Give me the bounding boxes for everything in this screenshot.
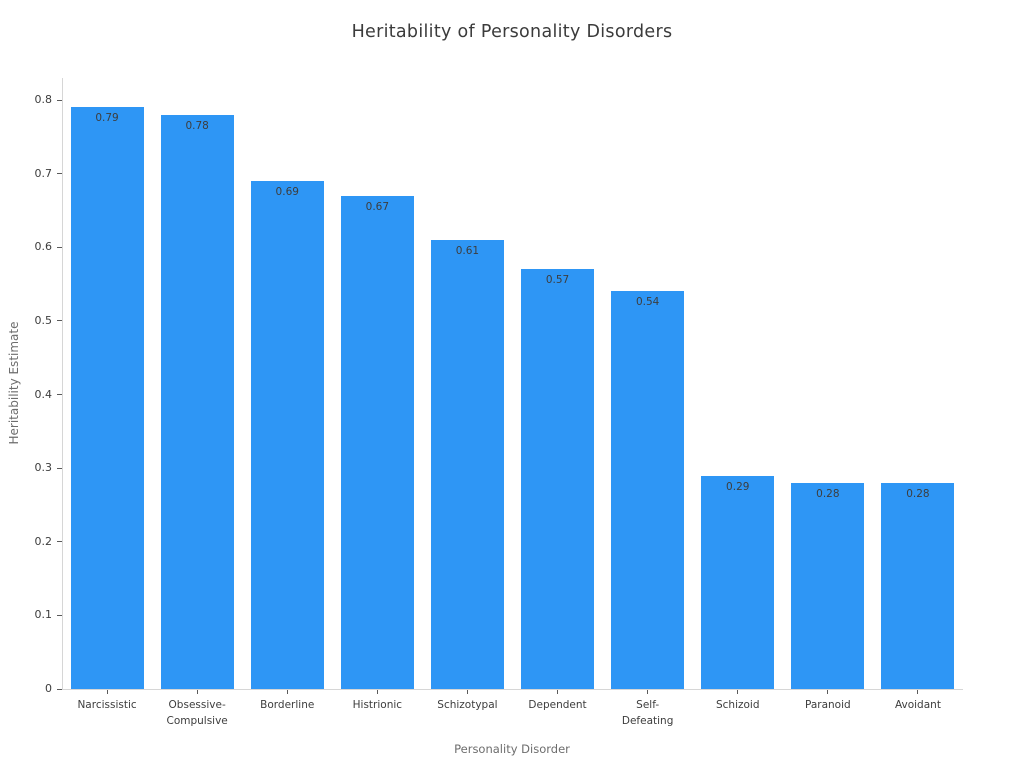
y-tick-mark: [57, 614, 62, 616]
bar-borderline: 0.69: [250, 181, 324, 689]
bar-value-label: 0.61: [455, 244, 480, 257]
y-tick-mark: [57, 467, 62, 469]
x-tick-mark: [466, 690, 468, 694]
y-tick-mark: [57, 320, 62, 322]
y-tick-label: 0.3: [34, 461, 53, 475]
bar-obsessive: 0.78: [160, 114, 234, 689]
y-tick-label: 0.7: [34, 166, 53, 180]
x-tick-label-schizotypal: Schizotypal: [437, 699, 498, 711]
y-tick-mark: [57, 173, 62, 175]
x-tick-label-histrionic: Histrionic: [352, 699, 403, 711]
bar-avoidant: 0.28: [881, 482, 955, 689]
x-tick-mark: [286, 690, 288, 694]
bar-schizoid: 0.29: [701, 475, 775, 689]
x-tick-mark: [106, 690, 108, 694]
x-axis-title: Personality Disorder: [454, 742, 570, 756]
x-tick-mark: [827, 690, 829, 694]
x-tick-mark: [917, 690, 919, 694]
x-tick-label-paranoid: Paranoid: [804, 699, 851, 711]
chart-title: Heritability of Personality Disorders: [351, 22, 673, 42]
y-tick-mark: [57, 394, 62, 396]
bar-narcissistic: 0.79: [70, 107, 144, 689]
x-tick-label-borderline: Borderline: [260, 699, 315, 711]
y-tick-label: 0.6: [34, 240, 53, 254]
x-tick-mark: [557, 690, 559, 694]
bar-value-label: 0.79: [95, 112, 119, 125]
x-tick-label-self: Self- Defeating: [621, 699, 674, 727]
plot-area: 0 0.1 0.2 0.3 0.4 0.5 0.6 0.7 0.8 Narcissistic Ob…: [35, 78, 963, 727]
y-tick-mark: [57, 99, 62, 101]
y-tick-label: 0.5: [34, 313, 53, 327]
y-tick-label: 0.8: [34, 93, 53, 107]
y-axis-line: [62, 78, 63, 689]
bar-dependent: 0.57: [521, 269, 595, 689]
bar-value-label: 0.28: [816, 487, 840, 500]
bar-value-label: 0.67: [365, 200, 390, 213]
x-tick-label-schizoid: Schizoid: [715, 699, 760, 711]
y-tick-mark: [57, 541, 62, 543]
x-tick-mark: [737, 690, 739, 694]
bar-self: 0.54: [611, 291, 685, 689]
y-tick-label: 0.1: [34, 608, 53, 622]
x-tick-label-dependent: Dependent: [528, 699, 587, 711]
bar-value-label: 0.69: [275, 186, 299, 199]
bar-value-label: 0.29: [726, 480, 750, 493]
x-tick-label-avoidant: Avoidant: [894, 699, 941, 711]
bar-schizotypal: 0.61: [430, 239, 504, 689]
y-axis-title: Heritability Estimate: [7, 321, 21, 445]
y-tick-label: 0.2: [34, 534, 53, 548]
x-tick-mark: [196, 690, 198, 694]
x-axis-line: [62, 689, 963, 690]
bar-paranoid: 0.28: [791, 482, 865, 689]
x-tick-mark: [376, 690, 378, 694]
bar-histrionic: 0.67: [340, 195, 414, 689]
y-tick-mark: [57, 688, 62, 690]
x-tick-label-obsessive: Obsessive- Compulsive: [166, 699, 228, 727]
x-tick-mark: [647, 690, 649, 694]
bar-value-label: 0.28: [906, 487, 930, 500]
bar-value-label: 0.57: [545, 274, 570, 287]
y-tick-label: 0: [45, 682, 52, 695]
y-tick-mark: [57, 246, 62, 248]
x-tick-label-narcissistic: Narcissistic: [77, 699, 137, 711]
bar-value-label: 0.78: [185, 119, 209, 132]
y-tick-label: 0.4: [34, 387, 53, 401]
bar-value-label: 0.54: [635, 296, 660, 309]
